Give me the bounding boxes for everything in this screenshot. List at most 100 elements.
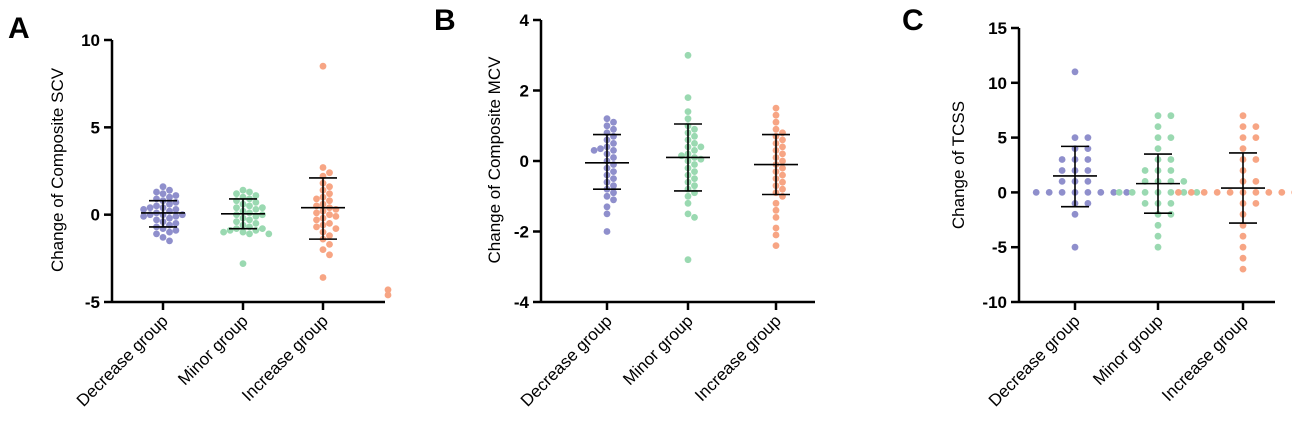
data-point (220, 228, 228, 236)
data-point (1278, 189, 1286, 196)
outlier-point (384, 291, 392, 299)
data-point (1154, 134, 1162, 142)
data-point (259, 204, 266, 212)
data-point (166, 237, 173, 245)
data-point (246, 188, 253, 196)
data-point (779, 178, 786, 186)
data-point (1084, 167, 1092, 174)
data-point (313, 223, 320, 231)
data-point (326, 241, 333, 248)
data-point (610, 189, 617, 197)
panel-c: C Change of TCSS -10 -5 0 5 10 15 Decrease gro… (902, 4, 1292, 410)
data-point (603, 210, 611, 218)
data-point (1141, 167, 1149, 174)
data-point (1239, 145, 1247, 153)
data-point (159, 183, 167, 191)
data-point (691, 214, 698, 221)
data-point (610, 154, 617, 161)
data-point (1154, 112, 1162, 120)
x-category-label: Increase group (691, 311, 785, 405)
data-point (172, 192, 180, 199)
data-point (684, 51, 692, 59)
data-point (1226, 189, 1234, 196)
data-point (590, 147, 598, 154)
y-tick-label: 10 (988, 74, 1007, 93)
x-category-label: Decrease group (73, 311, 172, 410)
data-point (1167, 189, 1175, 196)
data-point (1084, 134, 1092, 142)
data-point (159, 234, 167, 241)
data-point (1239, 243, 1247, 251)
data-point (1252, 189, 1260, 196)
data-point (691, 147, 698, 154)
data-point (610, 196, 617, 204)
data-point (319, 62, 327, 70)
data-point (1187, 189, 1195, 196)
data-point (1045, 189, 1053, 196)
data-point (684, 108, 692, 115)
panel-letter-c: C (902, 4, 924, 37)
y-tick-label: 5 (91, 118, 100, 137)
marks-a (140, 62, 392, 299)
data-point (172, 227, 180, 234)
data-point (691, 132, 698, 140)
y-tick-label: 0 (998, 183, 1007, 202)
data-point (772, 199, 780, 207)
data-point (166, 228, 173, 236)
data-point (1154, 145, 1162, 153)
data-point (326, 190, 333, 198)
data-point (1058, 189, 1066, 196)
panel-a: A Change of Composite SCV -5 0 5 10 Decrease… (8, 12, 392, 410)
data-point (1239, 265, 1247, 273)
data-point (252, 199, 260, 206)
data-point (610, 147, 617, 154)
data-point (319, 164, 327, 171)
data-point (246, 230, 253, 238)
data-point (239, 186, 247, 194)
data-point (166, 200, 173, 208)
data-point (1141, 189, 1149, 196)
data-point (233, 218, 240, 226)
data-point (1180, 189, 1188, 196)
data-point (684, 192, 692, 200)
data-point (1252, 156, 1260, 163)
y-axis-title-c: Change of TCSS (949, 101, 968, 229)
data-point (1071, 134, 1079, 142)
data-point (1167, 200, 1175, 207)
data-point (1058, 178, 1066, 185)
data-point (252, 220, 260, 227)
data-point (772, 125, 780, 133)
data-point (610, 118, 617, 126)
data-point (1141, 200, 1149, 207)
data-point (1252, 200, 1260, 207)
data-point (603, 228, 611, 235)
data-point (772, 224, 780, 232)
marks-c (1032, 68, 1292, 273)
data-point (1084, 178, 1092, 185)
data-point (1265, 189, 1273, 196)
data-point (684, 115, 692, 123)
data-point (239, 228, 247, 236)
y-tick-label: -4 (514, 293, 530, 312)
data-point (1213, 189, 1221, 196)
data-point (779, 171, 786, 179)
data-point (259, 211, 266, 219)
data-point (1071, 210, 1079, 218)
data-point (252, 192, 260, 199)
data-point (603, 122, 611, 130)
data-point (1167, 156, 1175, 163)
data-point (691, 168, 698, 176)
data-point (252, 206, 260, 213)
data-point (140, 206, 148, 213)
data-point (610, 182, 617, 190)
data-point (166, 193, 173, 201)
data-point (332, 225, 340, 233)
data-point (1239, 134, 1247, 142)
data-point (1252, 123, 1260, 130)
data-point (772, 231, 780, 239)
data-point (146, 204, 154, 212)
data-point (326, 232, 333, 240)
data-point (1193, 189, 1201, 196)
x-category-label: Minor group (619, 311, 697, 389)
